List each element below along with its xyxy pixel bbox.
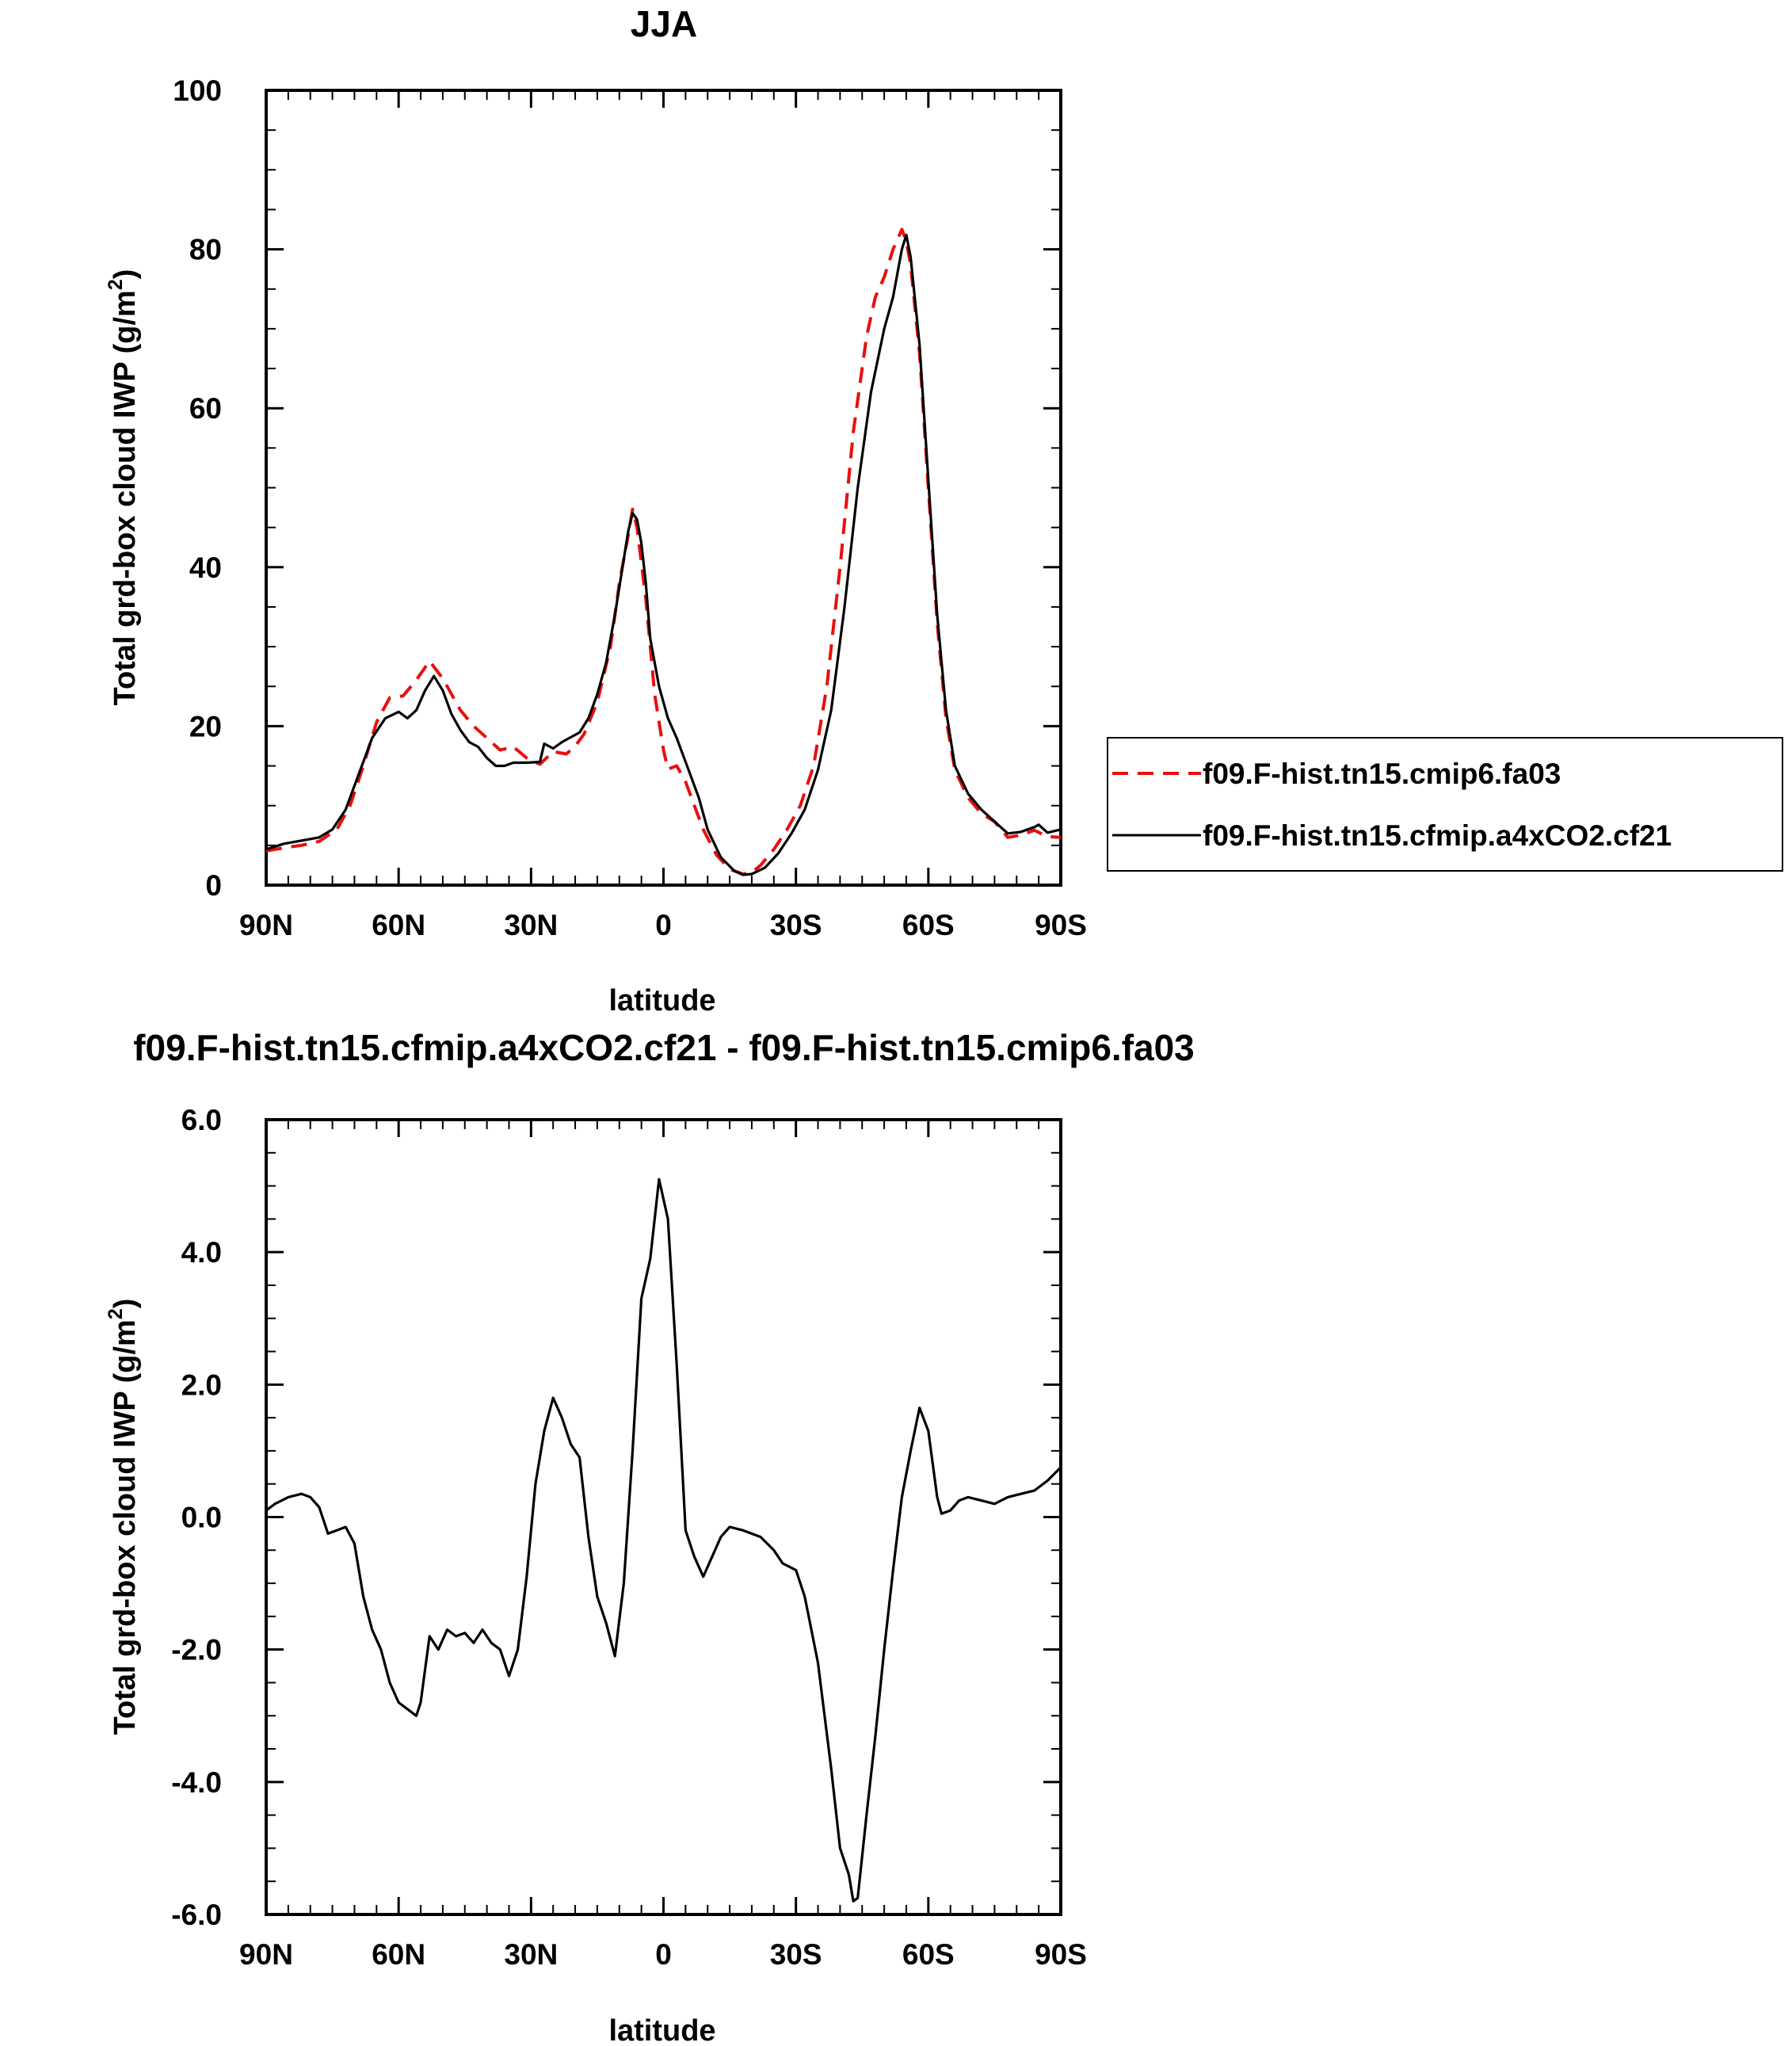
top-x-tick-label: 90S bbox=[1035, 909, 1087, 941]
bottom-chart-title: f09.F-hist.tn15.cfmip.a4xCO2.cf21 - f09.… bbox=[133, 1027, 1195, 1068]
bottom-x-tick-label: 0 bbox=[655, 1938, 672, 1971]
top-y-tick-label: 40 bbox=[189, 552, 222, 584]
bottom-x-axis-label: latitude bbox=[608, 2014, 715, 2046]
bottom-y-tick-label: 2.0 bbox=[181, 1368, 222, 1401]
top-y-axis-label: Total grd-box cloud IWP (g/m2) bbox=[105, 269, 142, 706]
bottom-x-tick-label: 60S bbox=[902, 1938, 955, 1971]
bottom-x-tick-label: 30N bbox=[504, 1938, 558, 1971]
top-y-tick-label: 80 bbox=[189, 234, 222, 266]
legend-box bbox=[1107, 737, 1783, 872]
top-legend: f09.F-hist.tn15.cmip6.fa03 f09.F-hist.tn… bbox=[1107, 737, 1783, 872]
bottom-x-tick-label: 30S bbox=[770, 1938, 822, 1971]
top-x-tick-label: 30N bbox=[504, 909, 558, 941]
top-series bbox=[265, 227, 1062, 876]
top-x-axis-label: latitude bbox=[608, 984, 715, 1017]
top-ticks: 90N 60N 30N 0 30S 60S 90S 0 20 40 60 80 100 bbox=[173, 74, 1087, 941]
bottom-ticks: 90N 60N 30N 0 30S 60S 90S -6.0 -4.0 -2.0 0.0 2.0 4.0… bbox=[171, 1104, 1087, 1971]
bottom-y-tick-label: -2.0 bbox=[171, 1634, 222, 1666]
bottom-series bbox=[265, 1178, 1062, 1903]
bottom-plot-frame bbox=[265, 1118, 1062, 1916]
bottom-y-tick-label: 6.0 bbox=[181, 1104, 222, 1136]
top-x-tick-label: 0 bbox=[655, 909, 672, 941]
top-series-line-1 bbox=[265, 233, 1062, 876]
bottom-x-tick-label: 90N bbox=[239, 1938, 293, 1971]
bottom-y-axis-label: Total grd-box cloud IWP (g/m2) bbox=[105, 1299, 142, 1735]
bottom-panel: f09.F-hist.tn15.cfmip.a4xCO2.cf21 - f09.… bbox=[105, 1027, 1195, 2046]
legend-label-cf21: f09.F-hist.tn15.cfmip.a4xCO2.cf21 bbox=[1203, 819, 1672, 852]
bottom-y-tick-label: 4.0 bbox=[181, 1236, 222, 1269]
bottom-x-tick-label: 90S bbox=[1035, 1938, 1087, 1971]
top-y-tick-label: 20 bbox=[189, 710, 222, 742]
bottom-y-tick-label: 0.0 bbox=[181, 1502, 222, 1534]
top-x-tick-label: 60S bbox=[902, 909, 955, 941]
bottom-series-line-0 bbox=[265, 1178, 1062, 1903]
legend-label-fa03: f09.F-hist.tn15.cmip6.fa03 bbox=[1203, 758, 1561, 790]
top-series-line-0 bbox=[265, 227, 1062, 876]
top-y-tick-label: 100 bbox=[173, 74, 222, 107]
top-y-tick-label: 0 bbox=[205, 869, 222, 902]
top-y-tick-label: 60 bbox=[189, 392, 222, 425]
top-x-tick-label: 90N bbox=[239, 909, 293, 941]
top-chart-title: JJA bbox=[631, 3, 697, 44]
top-x-tick-label: 60N bbox=[372, 909, 425, 941]
bottom-y-tick-label: -6.0 bbox=[171, 1899, 222, 1931]
top-x-tick-label: 30S bbox=[770, 909, 822, 941]
top-panel: JJA 90N 60N 30N 0 30S 60S 90S 0 20 40 60 80 100 lati… bbox=[105, 3, 1783, 1017]
bottom-y-tick-label: -4.0 bbox=[171, 1766, 222, 1799]
top-plot-frame bbox=[265, 89, 1062, 887]
bottom-x-tick-label: 60N bbox=[372, 1938, 425, 1971]
